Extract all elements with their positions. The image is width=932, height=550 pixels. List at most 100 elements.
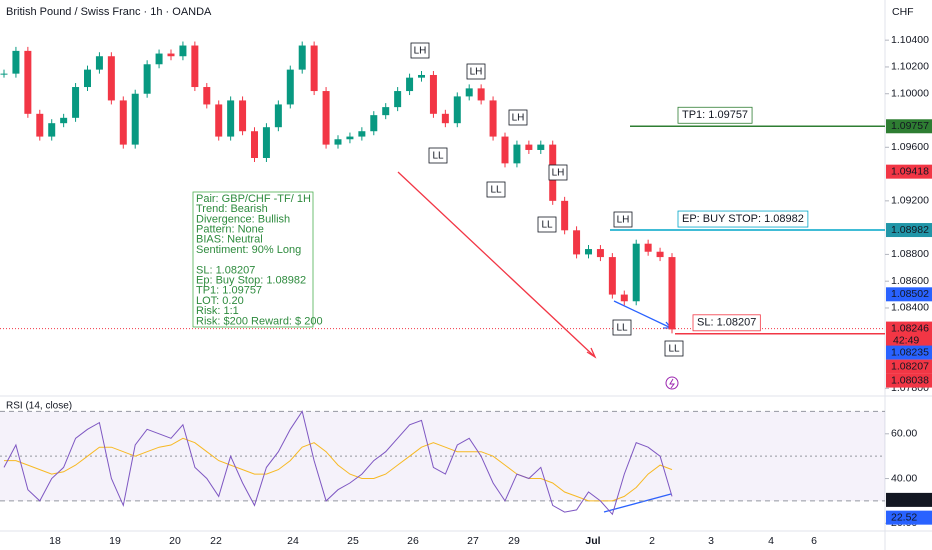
rsi-tag-label: 22.52 [891,511,917,523]
candle [95,56,103,70]
price-tag [886,345,932,360]
rsi-title: RSI (14, close) [6,401,72,412]
x-tick-label: 24 [287,535,299,547]
swing-label-box [664,340,684,357]
level-label: EP: BUY STOP: 1.08982 [682,213,804,225]
price-tag-label: 1.08502 [891,288,929,300]
swing-label-box [428,147,448,164]
candle [24,50,32,114]
candle [441,113,449,124]
candle [537,144,545,150]
rsi-tag-label: 30.46 [891,494,917,506]
candle [131,93,139,145]
candle [525,144,533,150]
rsi-tag [886,492,932,507]
candle [453,96,461,124]
candle [608,257,616,295]
candle [48,123,56,137]
swing-label-box [548,164,568,181]
candle [382,107,390,116]
swing-label: LL [432,151,444,162]
swing-label: LH [414,46,427,57]
info-line: BIAS: Neutral [196,234,263,246]
swing-label: LH [552,168,565,179]
trend-arrow-head [586,347,597,359]
alert-bolt [669,378,675,389]
candle [143,64,151,94]
info-line: Trend: Bearish [196,203,268,215]
y-tick-label: 1.08400 [891,302,929,314]
price-tag-label: 1.09418 [891,165,929,177]
trend-arrow [397,171,596,358]
swing-label: LH [617,215,630,226]
price-tag [886,359,932,374]
level-label-box [677,210,809,228]
price-tag [886,223,932,238]
info-box [192,191,314,328]
countdown: 42:49 [893,334,919,346]
candle [632,243,640,302]
swing-label-box [537,216,557,233]
candle [394,91,402,108]
candle [191,45,199,88]
price-tag-label: 1.08246 [891,322,929,334]
candle [620,294,628,302]
swing-label: LL [490,185,502,196]
candle [513,144,521,164]
swing-label: LL [541,220,553,231]
info-line: Divergence: Bullish [196,213,290,225]
info-line: TP1: 1.09757 [196,285,262,297]
info-line: Risk: $200 Reward: $ 200 [196,315,323,327]
x-tick-label: 27 [467,535,479,547]
y-tick-label: 1.10400 [891,34,929,46]
price-tag-label: 1.08235 [891,346,929,358]
candle [429,74,437,114]
price-tag [886,287,932,302]
x-tick-label: 3 [708,535,714,547]
x-tick-label: 18 [49,535,61,547]
info-line: SL: 1.08207 [196,264,255,276]
swing-label-box [508,109,528,126]
rsi-ma-line [4,437,673,502]
candle [322,91,330,145]
candle [84,69,91,88]
rsi-tag [886,510,932,525]
price-tag-label: 1.08207 [891,360,929,372]
x-tick-label: 19 [109,535,121,547]
swing-label: LL [616,323,628,334]
price-tag [886,373,932,388]
candle [107,56,115,101]
candle [298,45,306,70]
countdown-box [886,334,932,347]
rsi-divergence-line [603,493,672,513]
info-line: Sentiment: 90% Long [196,244,301,256]
y-tick-label: 1.09200 [891,195,929,207]
candle [215,104,223,137]
candle [251,131,258,158]
candle [489,100,497,137]
candle [370,115,378,132]
candle [477,88,485,101]
price-tag-label: 1.08982 [891,224,929,236]
x-tick-label: 4 [768,535,774,547]
candle [72,87,80,118]
x-tick-label: 6 [811,535,817,547]
candle [12,50,20,74]
alert-icon[interactable] [665,376,679,390]
currency: CHF [892,6,914,18]
candle [227,100,235,137]
candle [167,53,175,57]
x-tick-label: 29 [508,535,520,547]
candle [203,87,211,105]
candle [585,249,592,255]
candle [656,251,664,258]
level-label-box [692,314,761,332]
candle [644,243,652,252]
candle [119,100,127,145]
x-tick-label: 26 [407,535,419,547]
candle [36,113,44,137]
price-tag [886,321,932,336]
y2-tick-label: 40.00 [891,472,917,484]
candle [179,45,187,57]
